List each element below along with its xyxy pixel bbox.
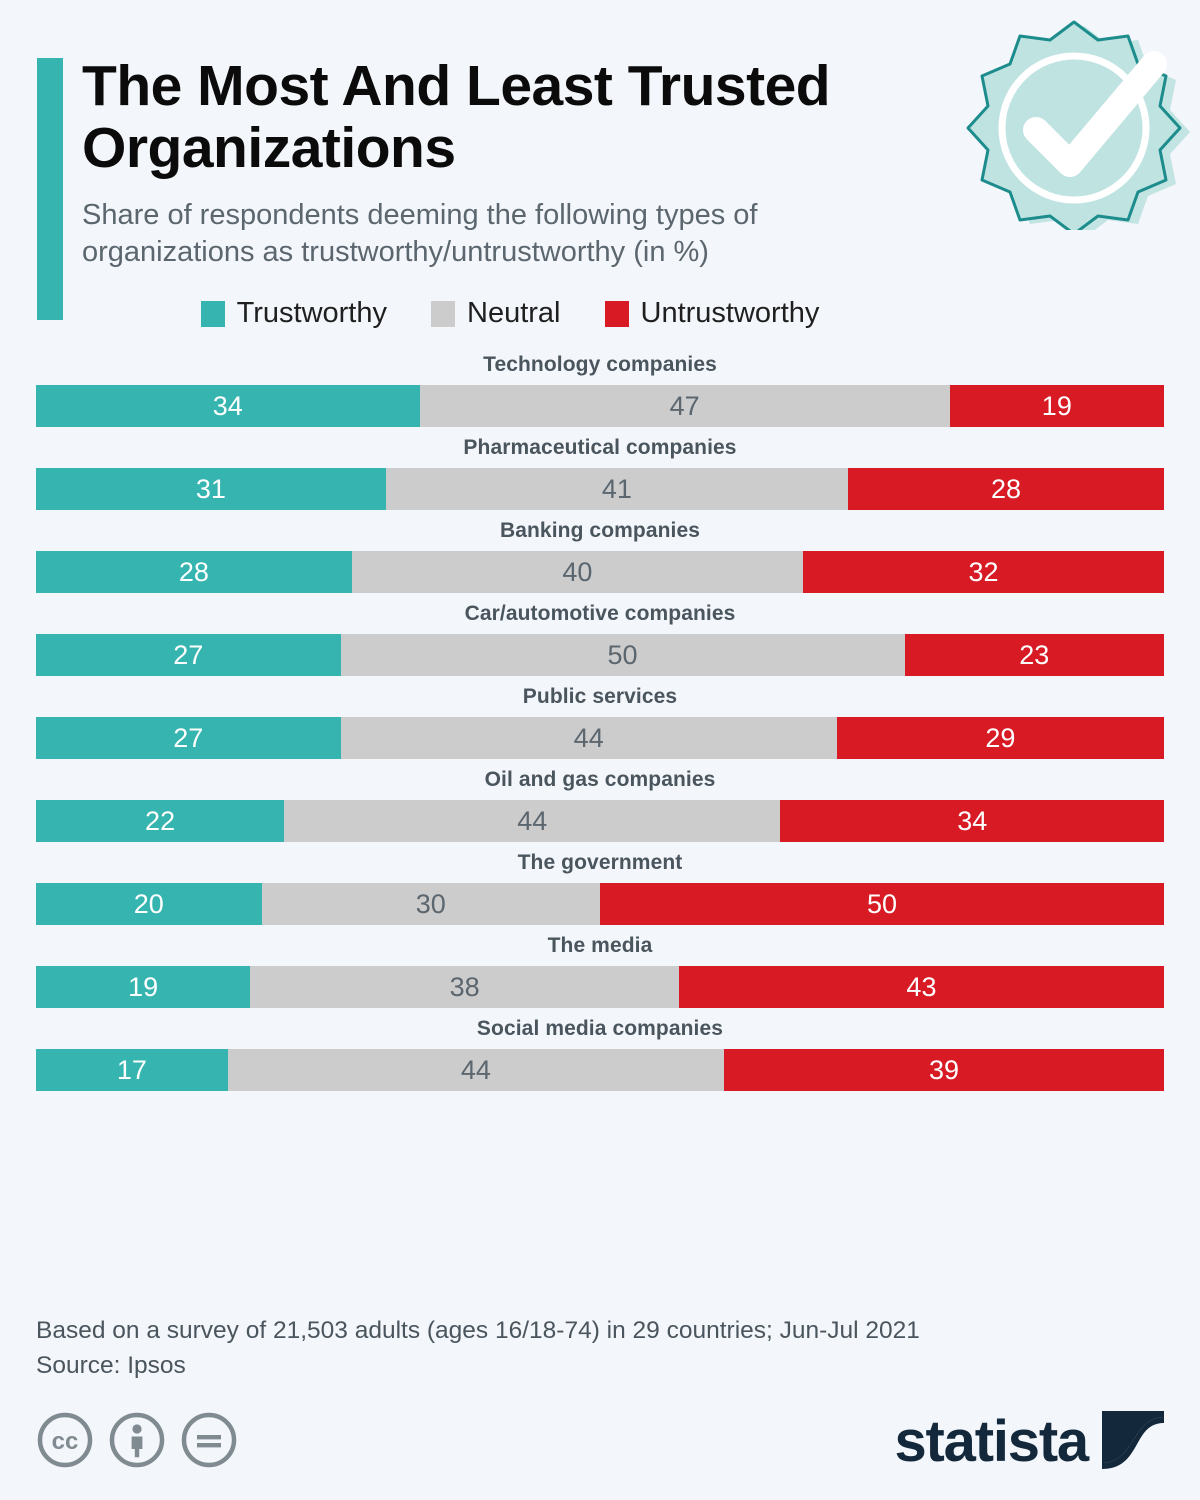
chart-row-bar: 28 40 32 xyxy=(36,551,1164,594)
chart-row-label: Oil and gas companies xyxy=(484,768,716,792)
legend-swatch-untrustworthy xyxy=(604,300,629,327)
cc-icon[interactable]: cc xyxy=(36,1411,94,1474)
chart-row: Public services 27 44 29 xyxy=(36,685,1164,760)
footer-bottom-bar: cc statista xyxy=(36,1406,1164,1478)
cc-by-person-icon[interactable] xyxy=(108,1411,166,1474)
chart-row-label: Social media companies xyxy=(476,1017,724,1041)
chart-row: The government 20 30 50 xyxy=(36,851,1164,926)
chart-row-bar: 27 50 23 xyxy=(36,634,1164,677)
bar-segment-neutral[interactable]: 40 xyxy=(351,551,804,594)
legend-swatch-trustworthy xyxy=(200,300,225,327)
bar-segment-neutral[interactable]: 41 xyxy=(385,468,849,511)
bar-segment-trustworthy[interactable]: 31 xyxy=(36,468,386,511)
chart-row-bar: 22 44 34 xyxy=(36,800,1164,843)
chart-row-label: Public services xyxy=(522,685,678,709)
chart-row-bar: 34 47 19 xyxy=(36,385,1164,428)
title-block: The Most And Least Trusted Organizations… xyxy=(0,0,930,271)
verified-check-badge-icon xyxy=(958,8,1190,238)
chart-row-bar: 27 44 29 xyxy=(36,717,1164,760)
cc-nd-equals-icon[interactable] xyxy=(180,1411,238,1474)
bar-segment-trustworthy[interactable]: 28 xyxy=(36,551,352,594)
bar-segment-neutral[interactable]: 44 xyxy=(227,1049,725,1092)
bar-segment-neutral[interactable]: 38 xyxy=(250,966,679,1009)
header: The Most And Least Trusted Organizations… xyxy=(0,0,1200,330)
legend-label-neutral: Neutral xyxy=(467,297,561,330)
bar-segment-neutral[interactable]: 47 xyxy=(419,385,950,428)
chart-row-label: Car/automotive companies xyxy=(464,602,736,626)
bar-segment-trustworthy[interactable]: 20 xyxy=(36,883,262,926)
chart-row-label: Technology companies xyxy=(483,353,717,377)
bar-segment-neutral[interactable]: 44 xyxy=(340,717,837,760)
legend-item-untrustworthy[interactable]: Untrustworthy xyxy=(604,297,820,330)
bar-segment-untrustworthy[interactable]: 23 xyxy=(904,634,1164,677)
chart-row-label: Pharmaceutical companies xyxy=(463,436,737,460)
bar-segment-untrustworthy[interactable]: 28 xyxy=(848,468,1164,511)
statista-swoosh-icon xyxy=(1102,1410,1164,1474)
title-accent-bar xyxy=(37,58,63,320)
bar-segment-untrustworthy[interactable]: 29 xyxy=(836,717,1164,760)
page-title: The Most And Least Trusted Organizations xyxy=(82,54,831,180)
chart-row-label: Banking companies xyxy=(499,519,701,543)
chart-row: Pharmaceutical companies 31 41 28 xyxy=(36,436,1164,511)
chart-legend: Trustworthy Neutral Untrustworthy xyxy=(0,297,1200,330)
source-note: Source: Ipsos xyxy=(36,1352,186,1380)
chart-row-label: The government xyxy=(517,851,683,875)
chart-row: Oil and gas companies 22 44 34 xyxy=(36,768,1164,843)
chart-row-bar: 19 38 43 xyxy=(36,966,1164,1009)
bar-segment-untrustworthy[interactable]: 32 xyxy=(803,551,1164,594)
chart-row-bar: 31 41 28 xyxy=(36,468,1164,511)
chart-row: Banking companies 28 40 32 xyxy=(36,519,1164,594)
bar-segment-neutral[interactable]: 44 xyxy=(284,800,781,843)
creative-commons-icons: cc xyxy=(36,1411,238,1474)
chart-row-bar: 17 44 39 xyxy=(36,1049,1164,1092)
svg-text:cc: cc xyxy=(52,1428,79,1455)
bar-segment-trustworthy[interactable]: 17 xyxy=(36,1049,228,1092)
footer-notes: Based on a survey of 21,503 adults (ages… xyxy=(36,1314,920,1384)
legend-item-trustworthy[interactable]: Trustworthy xyxy=(200,297,387,330)
bar-segment-untrustworthy[interactable]: 39 xyxy=(724,1049,1164,1092)
bar-segment-trustworthy[interactable]: 34 xyxy=(36,385,420,428)
bar-segment-trustworthy[interactable]: 19 xyxy=(36,966,251,1009)
chart-row-label: The media xyxy=(547,934,653,958)
chart-row: Social media companies 17 44 39 xyxy=(36,1017,1164,1092)
chart-row-bar: 20 30 50 xyxy=(36,883,1164,926)
bar-segment-untrustworthy[interactable]: 34 xyxy=(780,800,1164,843)
bar-segment-neutral[interactable]: 30 xyxy=(261,883,600,926)
bar-segment-untrustworthy[interactable]: 43 xyxy=(678,966,1164,1009)
statista-logo[interactable]: statista xyxy=(894,1409,1164,1474)
chart-row: Car/automotive companies 27 50 23 xyxy=(36,602,1164,677)
chart-row: The media 19 38 43 xyxy=(36,934,1164,1009)
bar-segment-trustworthy[interactable]: 27 xyxy=(36,634,341,677)
page-subtitle: Share of respondents deeming the followi… xyxy=(82,199,758,269)
legend-swatch-neutral xyxy=(431,300,455,327)
chart-row: Technology companies 34 47 19 xyxy=(36,353,1164,428)
bar-segment-trustworthy[interactable]: 27 xyxy=(36,717,341,760)
bar-segment-untrustworthy[interactable]: 19 xyxy=(949,385,1164,428)
bar-segment-untrustworthy[interactable]: 50 xyxy=(599,883,1164,926)
bar-segment-neutral[interactable]: 50 xyxy=(340,634,905,677)
statista-wordmark: statista xyxy=(894,1409,1090,1474)
bar-segment-trustworthy[interactable]: 22 xyxy=(36,800,285,843)
legend-item-neutral[interactable]: Neutral xyxy=(431,297,561,330)
survey-note: Based on a survey of 21,503 adults (ages… xyxy=(36,1317,920,1345)
legend-label-untrustworthy: Untrustworthy xyxy=(640,297,820,330)
stacked-bar-chart: Technology companies 34 47 19 Pharmaceutical… xyxy=(0,353,1200,1092)
legend-label-trustworthy: Trustworthy xyxy=(236,297,387,330)
